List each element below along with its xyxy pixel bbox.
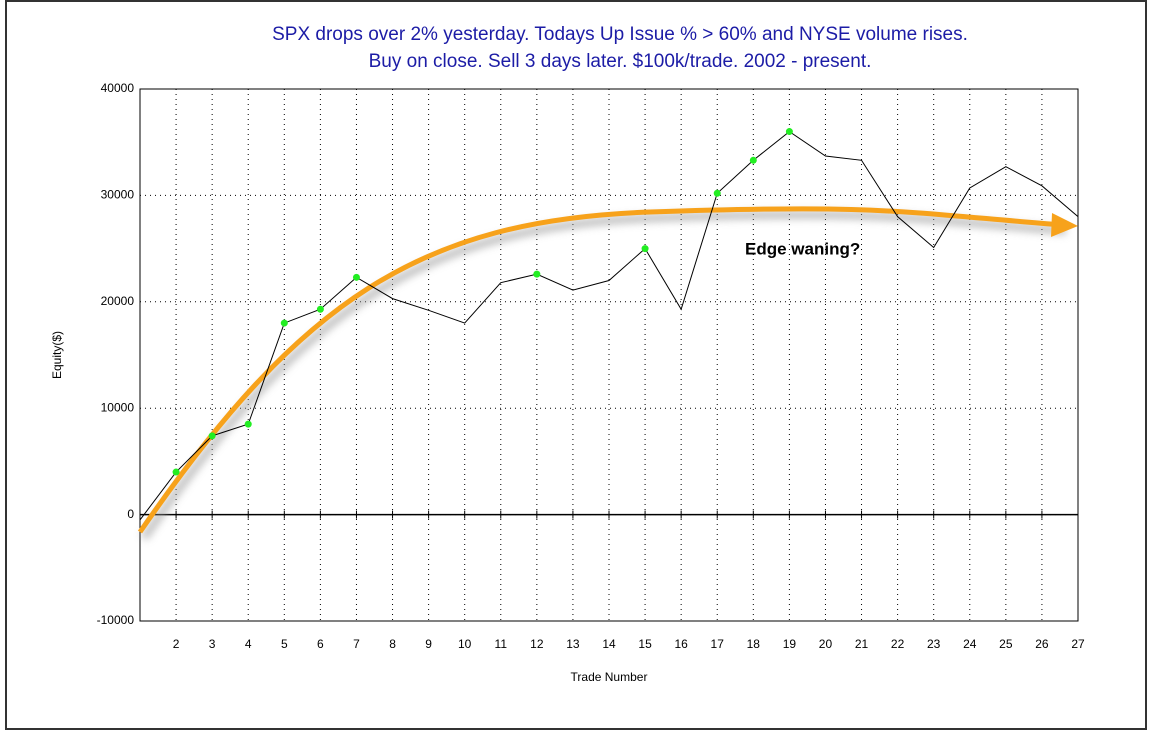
x-tick-label: 17 xyxy=(711,637,725,651)
x-tick-label: 2 xyxy=(173,637,180,651)
x-tick-label: 20 xyxy=(819,637,833,651)
x-tick-label: 13 xyxy=(566,637,580,651)
point xyxy=(785,128,793,136)
x-tick-label: 25 xyxy=(999,637,1013,651)
point xyxy=(713,189,721,197)
point xyxy=(244,420,252,428)
point xyxy=(533,270,541,278)
x-tick-label: 8 xyxy=(389,637,396,651)
arrow-shadow xyxy=(140,210,1067,541)
x-tick-label: 18 xyxy=(747,637,761,651)
y-tick-label: -10000 xyxy=(97,613,135,627)
x-tick-label: 19 xyxy=(783,637,797,651)
x-tick-label: 23 xyxy=(927,637,941,651)
annotation: Edge waning? xyxy=(745,239,860,258)
point xyxy=(641,245,649,253)
line xyxy=(139,130,1079,521)
point xyxy=(208,432,216,440)
y-tick-label: 40000 xyxy=(101,81,135,95)
point xyxy=(749,156,757,164)
x-tick-label: 5 xyxy=(281,637,288,651)
x-tick-label: 11 xyxy=(495,637,508,651)
x-tick-label: 7 xyxy=(353,637,360,651)
x-axis-label: Trade Number xyxy=(571,670,648,684)
y-tick-label: 30000 xyxy=(101,188,135,202)
x-tick-label: 16 xyxy=(674,637,688,651)
x-tick-label: 26 xyxy=(1035,637,1049,651)
y-tick-label: 20000 xyxy=(101,294,135,308)
x-tick-label: 22 xyxy=(891,637,905,651)
point xyxy=(172,468,180,476)
x-tick-label: 21 xyxy=(855,637,869,651)
point xyxy=(316,305,324,313)
x-tick-label: 24 xyxy=(963,637,977,651)
y-tick-label: 10000 xyxy=(101,400,135,414)
chart-title: SPX drops over 2% yesterday. Todays Up I… xyxy=(272,24,968,45)
x-tick-label: 15 xyxy=(638,637,652,651)
x-tick-label: 12 xyxy=(530,637,544,651)
arrow xyxy=(137,206,1063,534)
x-tick-label: 6 xyxy=(317,637,324,651)
x-tick-label: 27 xyxy=(1071,637,1085,651)
x-tick-label: 14 xyxy=(602,637,616,651)
point xyxy=(280,319,288,327)
x-tick-label: 10 xyxy=(458,637,472,651)
y-tick-label: 0 xyxy=(127,507,134,521)
point xyxy=(352,273,360,281)
x-tick-label: 9 xyxy=(425,637,432,651)
x-tick-label: 4 xyxy=(245,637,252,651)
y-axis-label: Equity($) xyxy=(50,331,64,379)
arrow-head xyxy=(1051,213,1078,237)
chart-title: Buy on close. Sell 3 days later. $100k/t… xyxy=(369,51,872,72)
x-tick-label: 3 xyxy=(209,637,216,651)
